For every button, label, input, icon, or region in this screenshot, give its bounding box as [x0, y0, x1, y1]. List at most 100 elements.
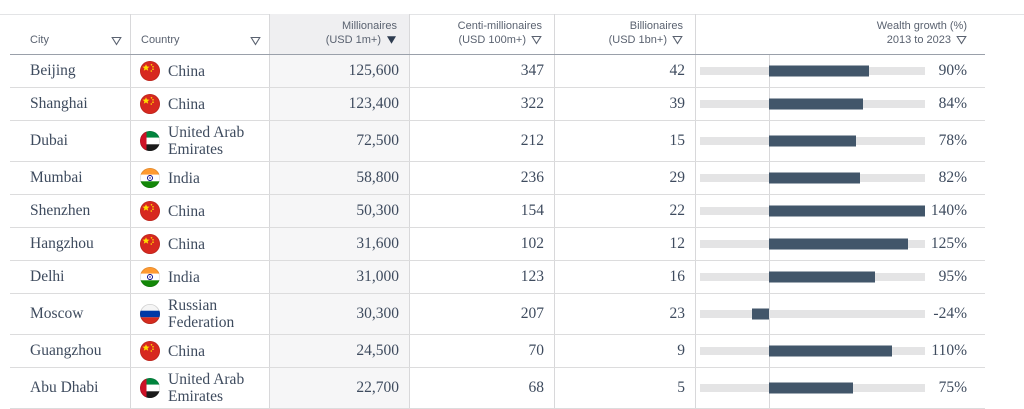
- wealth-growth-cell: 84%: [696, 88, 985, 120]
- wealth-growth-cell: 110%: [696, 335, 985, 367]
- country-name: India: [168, 268, 200, 286]
- millionaires-cell: 123,400: [270, 88, 410, 120]
- country-cell: China: [131, 55, 270, 87]
- centi-millionaires-cell: 236: [410, 162, 555, 194]
- country-flag-icon: [140, 131, 160, 151]
- centi-millionaires-cell: 70: [410, 335, 555, 367]
- growth-bar: [769, 65, 870, 77]
- city-cell: Dubai: [10, 121, 131, 161]
- column-header-billionaires[interactable]: Billionaires (USD 1bn+): [555, 14, 696, 54]
- growth-bar-track: [700, 382, 925, 394]
- filter-triangle-icon[interactable]: [956, 35, 967, 45]
- centi-millionaires-cell: 68: [410, 368, 555, 408]
- country-name: China: [168, 235, 206, 253]
- table-row: Abu Dhabi United Arab Emirates 22,700 68…: [10, 368, 985, 409]
- growth-bar: [769, 98, 863, 110]
- growth-percent-label: 125%: [930, 235, 967, 252]
- country-name: China: [168, 342, 206, 360]
- centi-millionaires-cell: 347: [410, 55, 555, 87]
- sort-descending-icon[interactable]: [386, 35, 397, 45]
- column-sublabel: (USD 100m+): [458, 34, 526, 46]
- growth-bar: [769, 382, 853, 394]
- column-sublabel: (USD 1bn+): [608, 34, 667, 46]
- column-header-millionaires[interactable]: Millionaires (USD 1m+): [270, 14, 410, 54]
- column-label: City: [30, 34, 49, 46]
- billionaires-cell: 29: [555, 162, 696, 194]
- billionaires-cell: 16: [555, 261, 696, 293]
- city-cell: Mumbai: [10, 162, 131, 194]
- city-cell: Beijing: [10, 55, 131, 87]
- centi-millionaires-cell: 154: [410, 195, 555, 227]
- country-name: China: [168, 202, 206, 220]
- billionaires-cell: 42: [555, 55, 696, 87]
- growth-percent-label: 95%: [938, 268, 967, 285]
- table-header-row: City Country Millionaires (USD 1m+) Centi-mi…: [10, 14, 985, 55]
- filter-triangle-icon[interactable]: [250, 36, 261, 46]
- column-label: Millionaires: [341, 20, 397, 32]
- filter-triangle-icon[interactable]: [111, 36, 122, 46]
- country-flag-icon: [140, 94, 160, 114]
- growth-bar-track: [700, 205, 925, 217]
- growth-bar-track: [700, 172, 925, 184]
- growth-bar-track: [700, 135, 925, 147]
- top-divider: [0, 14, 1024, 15]
- column-header-wealth-growth[interactable]: Wealth growth (%) 2013 to 2023: [696, 14, 985, 54]
- millionaires-cell: 50,300: [270, 195, 410, 227]
- growth-bar: [769, 135, 856, 147]
- country-flag-icon: [140, 341, 160, 361]
- city-cell: Shenzhen: [10, 195, 131, 227]
- filter-triangle-icon[interactable]: [531, 35, 542, 45]
- country-cell: United Arab Emirates: [131, 368, 270, 408]
- growth-bar: [769, 205, 925, 217]
- country-cell: India: [131, 261, 270, 293]
- centi-millionaires-cell: 322: [410, 88, 555, 120]
- table-row: Moscow Russian Federation 30,300 207 23 …: [10, 294, 985, 335]
- table-row: Shenzhen China 50,300 154 22 140%: [10, 195, 985, 228]
- country-cell: United Arab Emirates: [131, 121, 270, 161]
- growth-bar-track: [700, 271, 925, 283]
- billionaires-cell: 15: [555, 121, 696, 161]
- growth-bar: [769, 172, 861, 184]
- wealth-growth-cell: 95%: [696, 261, 985, 293]
- table-row: Shanghai China 123,400 322 39 84%: [10, 88, 985, 121]
- growth-bar: [752, 308, 769, 320]
- centi-millionaires-cell: 123: [410, 261, 555, 293]
- millionaires-cell: 31,600: [270, 228, 410, 260]
- growth-percent-label: 82%: [938, 169, 967, 186]
- growth-bar-track: [700, 65, 925, 77]
- column-label: Wealth growth (%): [876, 20, 967, 32]
- growth-percent-label: 140%: [930, 202, 967, 219]
- country-cell: China: [131, 195, 270, 227]
- millionaires-cell: 22,700: [270, 368, 410, 408]
- country-flag-icon: [140, 267, 160, 287]
- country-cell: China: [131, 335, 270, 367]
- country-name: United Arab Emirates: [168, 124, 245, 158]
- table-row: Guangzhou China 24,500 70 9 110%: [10, 335, 985, 368]
- country-name: Russian Federation: [168, 297, 235, 331]
- city-cell: Hangzhou: [10, 228, 131, 260]
- country-cell: China: [131, 228, 270, 260]
- column-label: Centi-millionaires: [457, 20, 542, 32]
- wealth-growth-cell: 82%: [696, 162, 985, 194]
- country-flag-icon: [140, 234, 160, 254]
- billionaires-cell: 22: [555, 195, 696, 227]
- wealth-growth-cell: 90%: [696, 55, 985, 87]
- wealth-growth-cell: 75%: [696, 368, 985, 408]
- billionaires-cell: 12: [555, 228, 696, 260]
- country-flag-icon: [140, 168, 160, 188]
- filter-triangle-icon[interactable]: [672, 35, 683, 45]
- column-sublabel: 2013 to 2023: [886, 34, 951, 46]
- centi-millionaires-cell: 212: [410, 121, 555, 161]
- city-cell: Guangzhou: [10, 335, 131, 367]
- column-header-country[interactable]: Country: [131, 14, 270, 54]
- column-header-city[interactable]: City: [10, 14, 131, 54]
- country-name: India: [168, 169, 200, 187]
- wealth-growth-cell: 140%: [696, 195, 985, 227]
- column-sublabel: (USD 1m+): [325, 34, 381, 46]
- column-label: Country: [141, 34, 180, 46]
- column-header-centi-millionaires[interactable]: Centi-millionaires (USD 100m+): [410, 14, 555, 54]
- millionaires-cell: 31,000: [270, 261, 410, 293]
- table-row: Dubai United Arab Emirates 72,500 212 15…: [10, 121, 985, 162]
- column-label: Billionaires: [629, 20, 683, 32]
